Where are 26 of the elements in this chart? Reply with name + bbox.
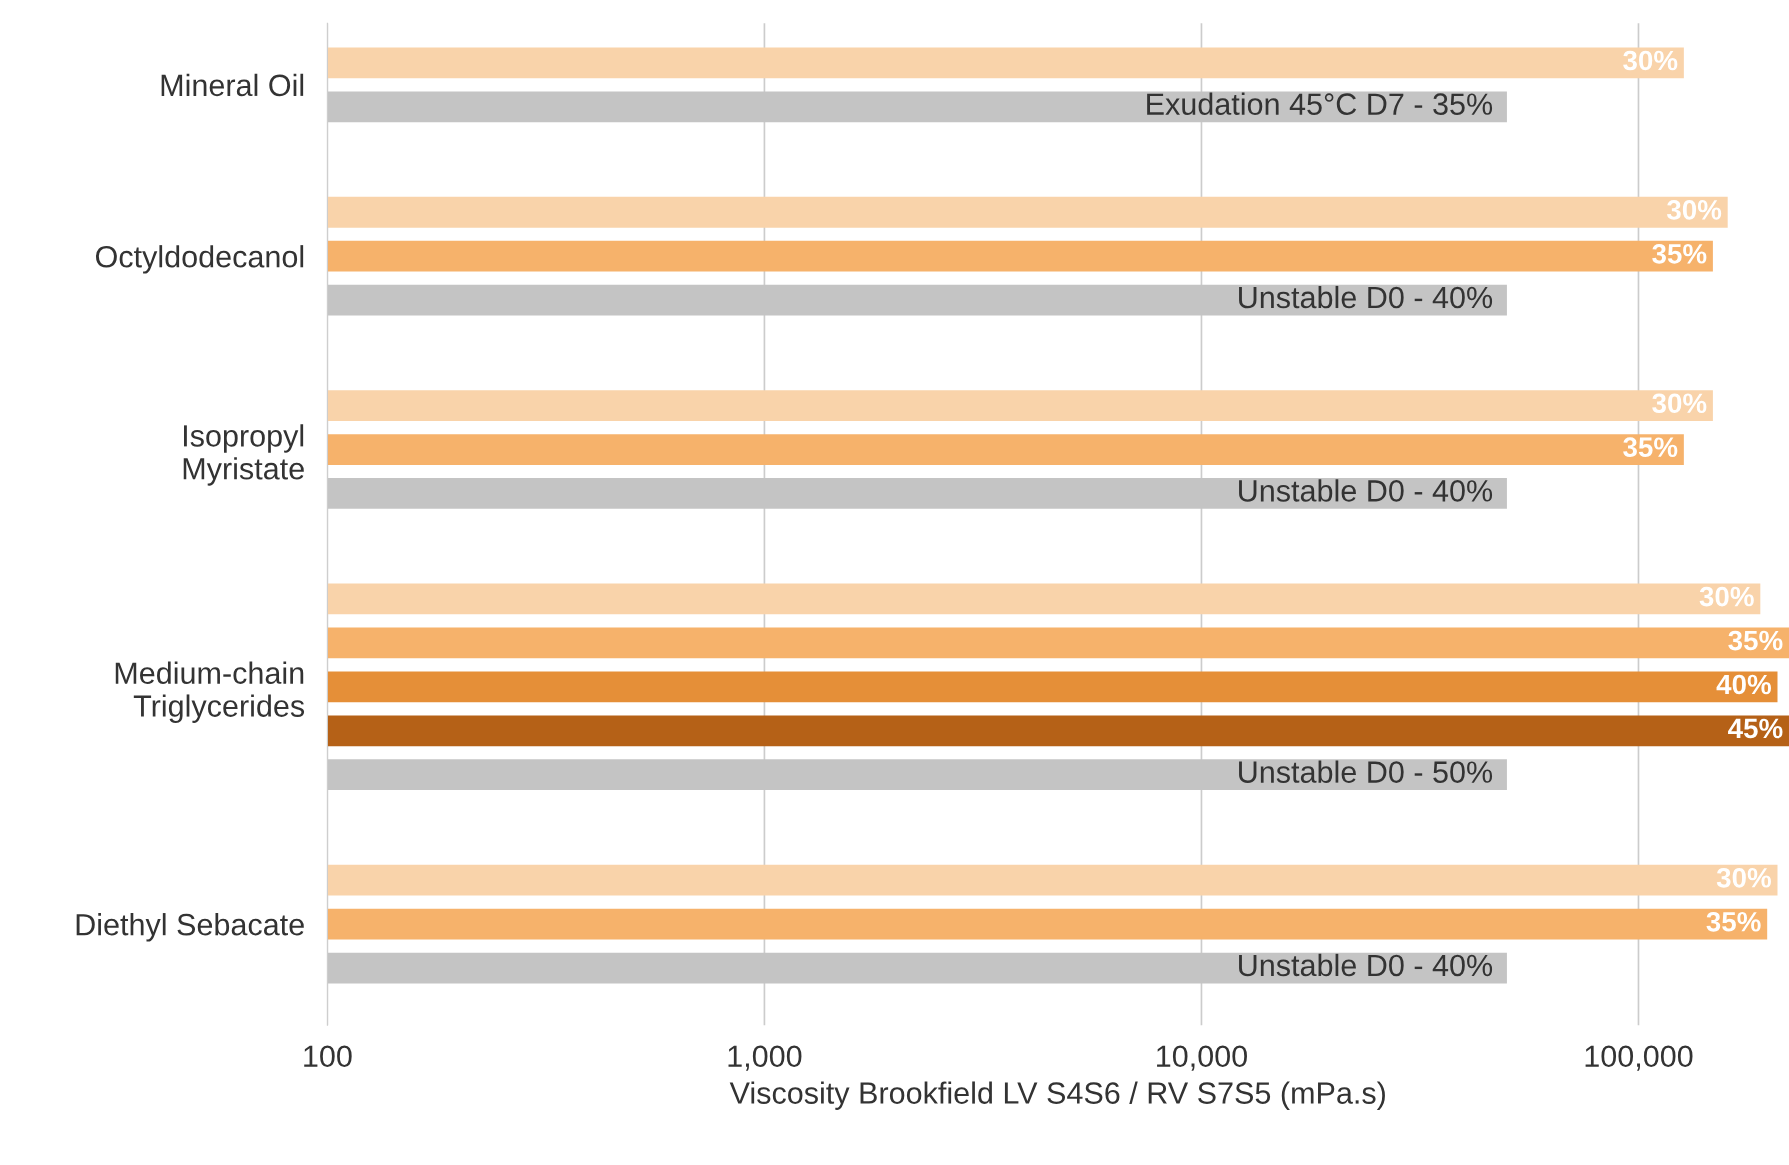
y-tick-label: Octyldodecanol	[96, 245, 304, 274]
y-tick-label: Medium-chain Triglycerides	[115, 661, 305, 723]
y-tick-label: Mineral Oil	[161, 73, 304, 97]
text: 30%	[1666, 200, 1722, 220]
text: 30%	[1652, 393, 1707, 414]
annotation: Exudation 45°C D7 - 35%	[1147, 92, 1493, 115]
x-tick-label: 100,000	[1585, 1045, 1693, 1071]
x-axis-title: Viscosity Brookfield LV S4S6 / RV S7S5 (mPa.s)	[729, 1081, 1385, 1110]
annotation: Unstable D0 - 40%	[1239, 953, 1493, 977]
x-tick-label: 1,000	[728, 1045, 802, 1071]
y-tick-label: Diethyl Sebacate	[76, 913, 304, 942]
series-label: 45%	[1728, 718, 1783, 739]
y-tick-label: Isopropyl Myristate	[183, 424, 304, 486]
series-label: 30%	[1716, 867, 1771, 888]
text: 35%	[1652, 243, 1707, 264]
series-label: 35%	[1623, 437, 1678, 458]
series-label: 40%	[1716, 674, 1771, 695]
text: 30%	[1699, 586, 1754, 607]
annotation: Unstable D0 - 50%	[1239, 760, 1493, 783]
x-tick-label: 10,000	[1157, 1045, 1247, 1071]
annotation: Unstable D0 - 40%	[1239, 479, 1493, 502]
text: 30%	[1623, 50, 1678, 71]
annotation: Unstable D0 - 40%	[1239, 285, 1493, 309]
text: 35%	[1728, 630, 1783, 651]
x-tick-label: 100	[304, 1045, 352, 1068]
text: 35%	[1706, 911, 1761, 932]
